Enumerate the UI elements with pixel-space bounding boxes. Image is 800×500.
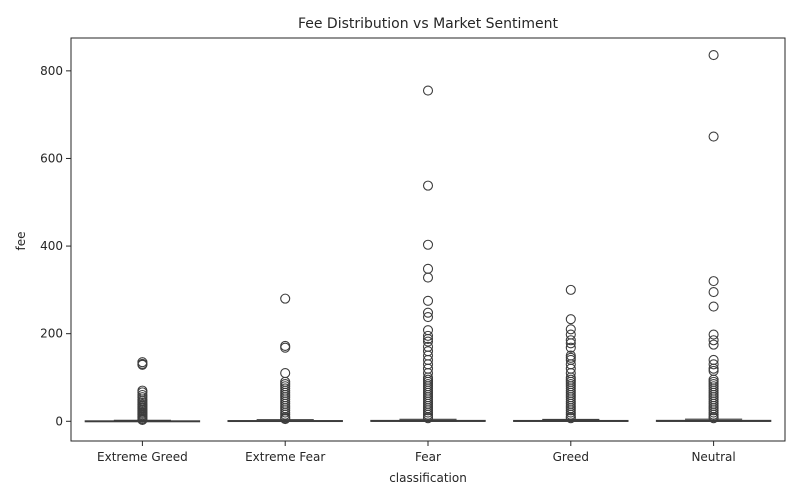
x-tick-label: Neutral [691,450,735,464]
outlier-point-fear [422,333,434,344]
outlier-point-fear [422,85,434,96]
x-tick-label: Fear [415,450,441,464]
outlier-point-extreme-greed [137,359,148,370]
outlier-point-extreme-greed [137,414,148,426]
outlier-point-neutral [708,335,719,346]
outlier-point-greed [565,324,576,335]
outlier-point-neutral [708,276,719,287]
outlier-point-fear [422,336,434,347]
outlier-point-fear [422,307,434,318]
outlier-point-greed [565,284,576,295]
x-tick-label: Extreme Greed [97,450,188,464]
chart-title: Fee Distribution vs Market Sentiment [298,16,559,32]
outlier-point-extreme-fear [280,342,291,353]
y-tick-label: 0 [55,414,63,428]
outlier-point-greed [565,335,576,346]
x-axis-label: classification [389,471,467,485]
outlier-point-greed [565,314,576,325]
outlier-point-neutral [708,301,719,312]
outlier-point-greed [565,338,576,349]
outlier-point-fear [422,295,434,306]
outlier-point-fear [422,330,434,341]
y-tick-label: 800 [40,64,63,78]
outlier-point-neutral [708,359,719,370]
outlier-point-neutral [708,50,719,61]
plot-area: 0 200 400 600 800 Extreme Greed Extreme Fear Fe… [40,37,786,464]
y-tick-label: 200 [40,327,63,341]
x-tick-label: Greed [553,450,589,464]
outlier-point-fear [422,239,434,250]
outlier-point-neutral [708,329,719,340]
outlier-point-extreme-fear [280,293,291,304]
outlier-point-fear [422,263,434,274]
outlier-point-fear [422,272,434,283]
outlier-point-extreme-fear [280,414,291,425]
y-axis-label: fee [14,232,28,251]
outlier-point-fear [422,311,434,323]
outlier-point-neutral [708,339,719,350]
outlier-point-fear [422,180,434,191]
outlier-point-neutral [708,413,719,424]
outlier-point-fear [422,413,434,424]
outlier-point-greed [565,413,576,424]
outlier-point-extreme-fear [280,368,291,379]
outlier-point-neutral [708,365,719,376]
outlier-point-neutral [708,131,719,142]
y-tick-label: 600 [40,151,63,165]
outlier-point-greed [565,342,576,353]
x-tick-label: Extreme Fear [245,450,325,464]
y-tick-label: 400 [40,239,63,253]
plot-frame [70,37,786,442]
outlier-point-neutral [708,287,719,298]
